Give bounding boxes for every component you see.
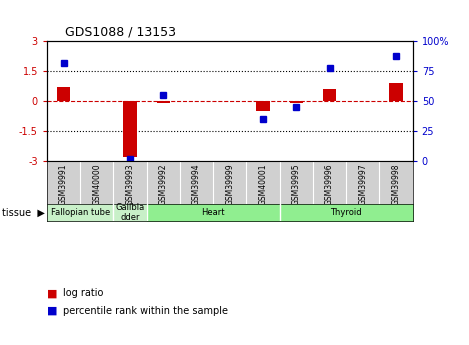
Bar	[389, 83, 403, 101]
Text: GSM39998: GSM39998	[392, 163, 401, 205]
Text: ■: ■	[47, 288, 57, 298]
Bar	[290, 101, 303, 103]
Text: GSM39994: GSM39994	[192, 163, 201, 205]
Text: log ratio: log ratio	[63, 288, 104, 298]
Bar	[123, 101, 136, 157]
Text: GSM40001: GSM40001	[258, 163, 268, 205]
Text: tissue  ▶: tissue ▶	[2, 207, 45, 217]
Text: Thyroid: Thyroid	[330, 208, 362, 217]
Bar	[257, 101, 270, 111]
Text: GDS1088 / 13153: GDS1088 / 13153	[65, 26, 176, 39]
Bar	[57, 87, 70, 101]
Bar	[157, 101, 170, 103]
Text: GSM39997: GSM39997	[358, 163, 367, 205]
Text: Gallbla
dder: Gallbla dder	[115, 203, 144, 222]
Text: percentile rank within the sample: percentile rank within the sample	[63, 306, 228, 315]
Bar	[323, 89, 336, 101]
Text: Fallopian tube: Fallopian tube	[51, 208, 110, 217]
Text: GSM39993: GSM39993	[126, 163, 135, 205]
Text: GSM40000: GSM40000	[92, 163, 101, 205]
Text: GSM39996: GSM39996	[325, 163, 334, 205]
Text: Heart: Heart	[201, 208, 225, 217]
Text: GSM39999: GSM39999	[225, 163, 234, 205]
Text: GSM39992: GSM39992	[159, 163, 168, 205]
Text: GSM39991: GSM39991	[59, 163, 68, 205]
Text: ■: ■	[47, 306, 57, 315]
Text: GSM39995: GSM39995	[292, 163, 301, 205]
